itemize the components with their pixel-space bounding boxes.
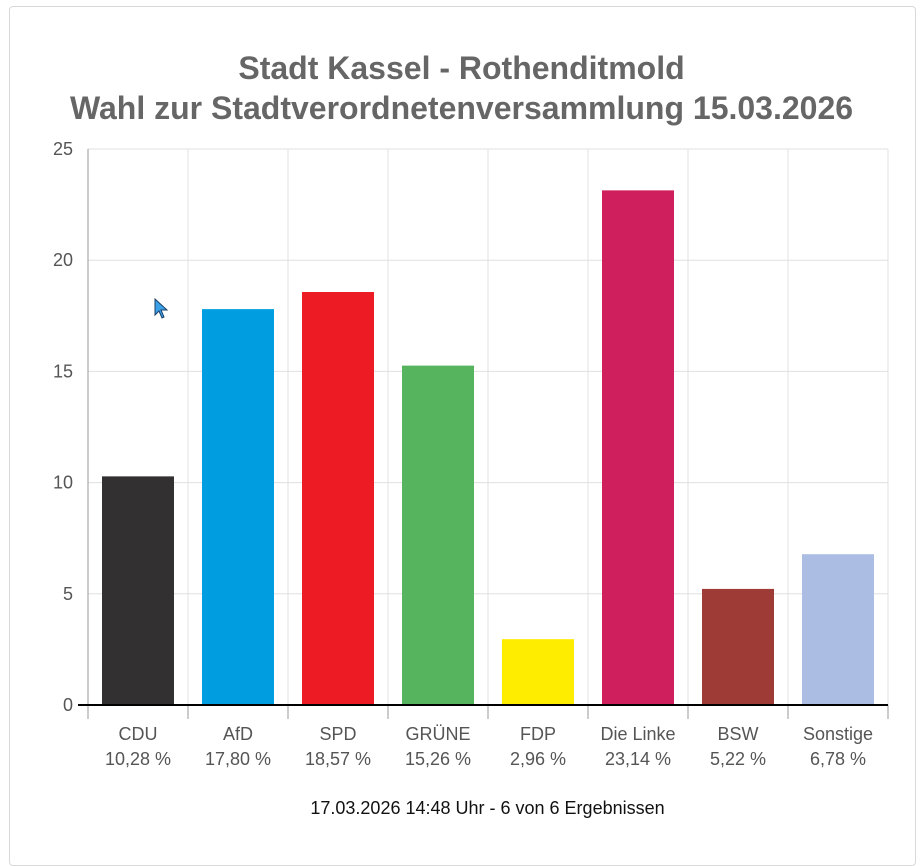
x-value-label: 6,78 %: [810, 749, 866, 769]
results-status: 17.03.2026 14:48 Uhr - 6 von 6 Ergebniss…: [310, 798, 665, 818]
bar-die-linke[interactable]: [602, 190, 674, 705]
bar-sonstige[interactable]: [802, 554, 874, 705]
y-axis: 0 5 10 15 20 25: [53, 139, 89, 715]
x-value-label: 23,14 %: [605, 749, 671, 769]
y-tick-label: 25: [53, 139, 73, 159]
chart-title-line-2: Wahl zur Stadtverordnetenversammlung 15.…: [69, 90, 854, 126]
x-category-label: AfD: [223, 724, 253, 744]
bars: [102, 190, 874, 705]
bar-bsw[interactable]: [702, 588, 774, 705]
y-tick-label: 5: [63, 584, 73, 604]
x-category-label: SPD: [319, 724, 356, 744]
chart-title: Stadt Kassel - Rothenditmold Wahl zur St…: [0, 48, 923, 128]
x-category-label: FDP: [520, 724, 556, 744]
y-tick-label: 10: [53, 473, 73, 493]
x-value-label: 5,22 %: [710, 749, 766, 769]
x-value-label: 2,96 %: [510, 749, 566, 769]
x-category-label: GRÜNE: [405, 724, 470, 744]
bar-spd[interactable]: [302, 292, 374, 705]
chart-title-line-1: Stadt Kassel - Rothenditmold: [238, 50, 685, 86]
mouse-pointer-icon: [154, 298, 169, 319]
bar-cdu[interactable]: [102, 476, 174, 705]
x-axis: CDU 10,28 % AfD 17,80 % SPD 18,57 % GRÜNE 15,26…: [78, 704, 889, 769]
x-category-label: Die Linke: [600, 724, 675, 744]
x-value-label: 17,80 %: [205, 749, 271, 769]
x-category-label: CDU: [119, 724, 158, 744]
bar-grüne[interactable]: [402, 365, 474, 705]
y-tick-label: 0: [63, 695, 73, 715]
x-category-label: BSW: [717, 724, 758, 744]
x-category-label: Sonstige: [803, 724, 873, 744]
x-value-label: 15,26 %: [405, 749, 471, 769]
x-value-label: 10,28 %: [105, 749, 171, 769]
bar-afd[interactable]: [202, 309, 274, 705]
x-value-label: 18,57 %: [305, 749, 371, 769]
bar-fdp[interactable]: [502, 639, 574, 705]
y-tick-label: 20: [53, 250, 73, 270]
y-tick-label: 15: [53, 361, 73, 381]
